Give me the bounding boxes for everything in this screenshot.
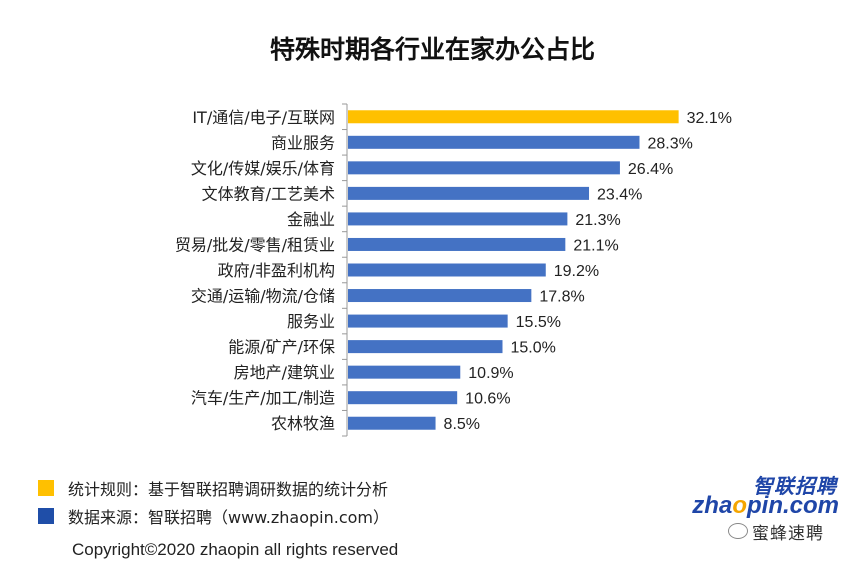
value-label: 17.8% — [539, 289, 584, 306]
yellow-square-icon — [38, 480, 54, 496]
category-label: 金融业 — [287, 210, 335, 229]
category-label: 文化/传媒/娱乐/体育 — [191, 159, 335, 178]
bar — [348, 237, 566, 251]
category-label: 农林牧渔 — [271, 414, 335, 433]
note-rule: 统计规则：基于智联招聘调研数据的统计分析 — [38, 474, 389, 502]
category-label: 能源/矿产/环保 — [228, 338, 335, 357]
value-label: 28.3% — [647, 135, 692, 152]
blue-square-icon — [38, 508, 54, 524]
chart-title: 特殊时期各行业在家办公占比 — [269, 35, 595, 64]
value-label: 15.5% — [516, 314, 561, 331]
wechat-watermark: 蜜蜂速聘 — [728, 520, 824, 544]
bar — [348, 263, 546, 277]
note-rule-text: 统计规则：基于智联招聘调研数据的统计分析 — [68, 480, 389, 499]
value-label: 15.0% — [511, 340, 556, 357]
bar — [348, 212, 568, 226]
bar — [348, 340, 503, 354]
value-label: 19.2% — [554, 263, 599, 280]
bar — [348, 110, 679, 124]
bar-chart: IT/通信/电子/互联网 32.1% 商业服务 28.3% 文化/传媒/娱乐/体育 26.… — [175, 103, 732, 437]
category-label: 服务业 — [287, 312, 335, 331]
category-label: 文体教育/工艺美术 — [202, 184, 335, 203]
bar — [348, 391, 458, 405]
logo-cn: 智联招聘 — [753, 474, 837, 498]
value-label: 8.5% — [444, 416, 480, 433]
value-label: 10.6% — [465, 391, 510, 408]
chart-notes: 统计规则：基于智联招聘调研数据的统计分析 数据来源：智联招聘（www.zhaop… — [38, 474, 389, 530]
value-label: 32.1% — [687, 110, 732, 127]
copyright: Copyright©2020 zhaopin all rights reserv… — [72, 540, 399, 559]
bar — [348, 135, 640, 149]
bar — [348, 314, 508, 328]
category-label: 交通/运输/物流/仓储 — [191, 287, 335, 306]
category-label: 汽车/生产/加工/制造 — [191, 389, 335, 408]
category-label: IT/通信/电子/互联网 — [192, 108, 335, 127]
category-label: 政府/非盈利机构 — [218, 261, 335, 280]
category-label: 房地产/建筑业 — [234, 363, 335, 382]
note-source-text: 数据来源：智联招聘（www.zhaopin.com） — [68, 508, 390, 527]
note-source: 数据来源：智联招聘（www.zhaopin.com） — [38, 502, 389, 530]
value-label: 21.3% — [575, 212, 620, 229]
value-label: 10.9% — [468, 365, 513, 382]
wechat-icon — [728, 523, 748, 539]
zhaopin-logo: 智联招聘 zhaopin.com — [672, 470, 847, 520]
bar — [348, 365, 461, 379]
watermark-text: 蜜蜂速聘 — [752, 523, 824, 544]
value-label: 21.1% — [573, 237, 618, 254]
bar — [348, 416, 436, 430]
logo-en-part1: zha — [692, 492, 733, 519]
bar — [348, 186, 590, 200]
logo-en-part2: pin.com — [746, 492, 839, 519]
value-label: 23.4% — [597, 186, 642, 203]
category-label: 商业服务 — [271, 133, 335, 152]
bar — [348, 161, 620, 175]
logo-en: zhaopin.com — [692, 492, 839, 520]
logo-en-o: o — [732, 492, 747, 519]
bar — [348, 289, 532, 303]
category-label: 贸易/批发/零售/租赁业 — [175, 235, 335, 254]
value-label: 26.4% — [628, 161, 673, 178]
